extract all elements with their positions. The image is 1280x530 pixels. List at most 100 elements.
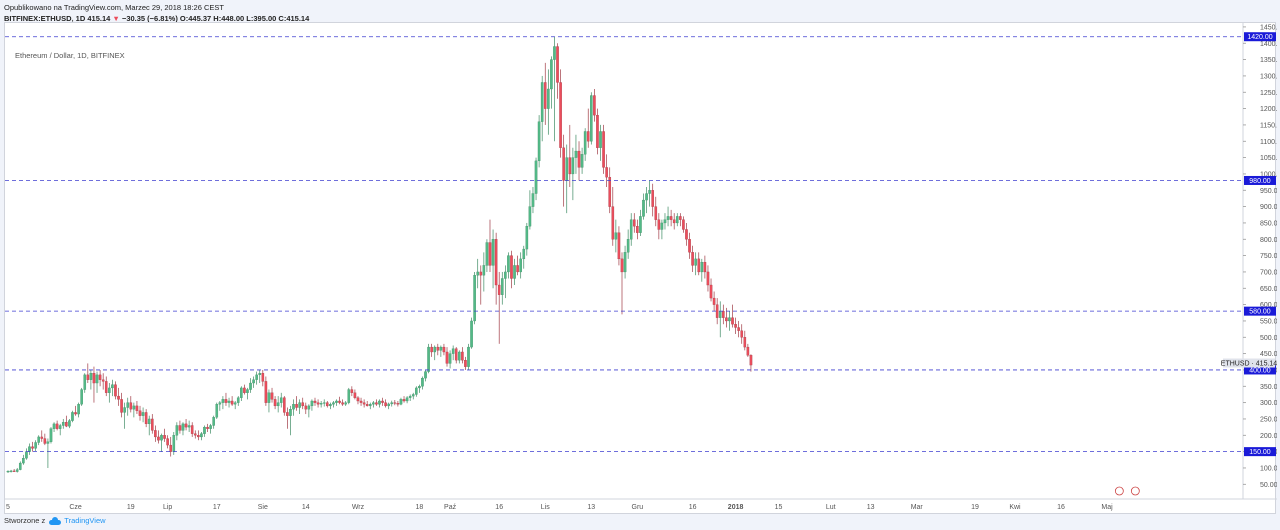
candle-body bbox=[706, 271, 710, 286]
candle-body bbox=[749, 355, 753, 366]
candle-body bbox=[461, 351, 464, 361]
candle-body bbox=[663, 219, 667, 224]
close-value: 415.14 bbox=[286, 14, 310, 23]
cloud-icon bbox=[49, 516, 62, 525]
candle-body bbox=[500, 278, 504, 295]
candle-body bbox=[154, 430, 157, 438]
candle-body bbox=[347, 389, 351, 403]
candle-body bbox=[233, 402, 237, 405]
y-tick-label: 300.00 bbox=[1260, 400, 1277, 407]
candle-body bbox=[83, 374, 87, 390]
candle-body bbox=[568, 157, 572, 175]
candle-body bbox=[639, 216, 642, 233]
y-tick-label: 1300.00 bbox=[1260, 73, 1277, 80]
candle-body bbox=[372, 402, 375, 405]
candle-body bbox=[181, 423, 185, 431]
candle-body bbox=[65, 422, 68, 427]
level-price-badge bbox=[1244, 365, 1276, 375]
candle-body bbox=[623, 252, 627, 273]
candle-body bbox=[25, 451, 28, 459]
candle-body bbox=[255, 374, 258, 380]
us-flag-icon bbox=[1114, 486, 1124, 496]
candle-body bbox=[111, 384, 114, 389]
candle-body bbox=[101, 379, 105, 382]
candlestick-chart[interactable]: 50.00 100.00 150.00 200.00 250.00 300.00 350.0… bbox=[5, 23, 1277, 515]
candle-body bbox=[497, 284, 501, 295]
candle-body bbox=[55, 423, 59, 429]
candle-body bbox=[270, 392, 274, 400]
close-label: C: bbox=[278, 14, 287, 23]
y-tick-label: 950.00 bbox=[1260, 188, 1277, 195]
published-line: Opublikowano na TradingView.com, Marzec … bbox=[4, 3, 224, 12]
y-tick-label: 1400.00 bbox=[1260, 41, 1277, 48]
candle-body bbox=[9, 470, 13, 472]
candle-body bbox=[590, 95, 593, 142]
x-tick-label: Cze bbox=[69, 504, 82, 511]
candle-body bbox=[230, 400, 234, 405]
candle-body bbox=[150, 418, 154, 431]
candle-body bbox=[547, 88, 550, 109]
y-tick-label: 750.00 bbox=[1260, 253, 1277, 260]
candle-body bbox=[583, 131, 587, 155]
candle-body bbox=[651, 190, 654, 207]
candle-body bbox=[636, 226, 639, 233]
candle-body bbox=[89, 373, 93, 380]
candle-body bbox=[491, 239, 495, 266]
candle-body bbox=[307, 405, 311, 410]
candle-body bbox=[688, 239, 691, 253]
chart-frame[interactable]: 50.00 100.00 150.00 200.00 250.00 300.00 350.0… bbox=[4, 22, 1277, 515]
candle-body bbox=[596, 114, 599, 148]
candle-body bbox=[427, 346, 430, 372]
candle-body bbox=[559, 82, 562, 148]
candle-body bbox=[138, 410, 142, 416]
candle-body bbox=[319, 403, 323, 405]
candle-body bbox=[522, 248, 526, 260]
level-price-badge bbox=[1244, 306, 1276, 316]
candle-body bbox=[227, 400, 231, 403]
candle-body bbox=[335, 400, 338, 403]
candle-body bbox=[95, 374, 99, 384]
candle-body bbox=[482, 265, 486, 276]
candle-body bbox=[457, 351, 461, 361]
candle-body bbox=[40, 436, 44, 439]
open-value: 445.37 bbox=[188, 14, 212, 23]
candle-body bbox=[114, 384, 117, 397]
candle-body bbox=[694, 258, 697, 266]
candle-body bbox=[197, 435, 200, 438]
candle-body bbox=[470, 320, 473, 348]
candle-body bbox=[166, 438, 169, 446]
candle-body bbox=[728, 317, 731, 322]
candle-body bbox=[396, 403, 400, 405]
candle-body bbox=[740, 330, 744, 338]
candle-body bbox=[243, 387, 246, 393]
candle-body bbox=[602, 131, 605, 168]
chart-header: Opublikowano na TradingView.com, Marzec … bbox=[4, 2, 1004, 24]
candle-body bbox=[454, 348, 458, 361]
level-price-label: 150.00 bbox=[1249, 449, 1271, 456]
candle-body bbox=[725, 317, 728, 322]
candle-body bbox=[479, 271, 483, 276]
y-tick-label: 350.00 bbox=[1260, 384, 1277, 391]
candle-body bbox=[709, 284, 713, 299]
candle-body bbox=[282, 397, 286, 413]
tradingview-logo[interactable]: TradingView bbox=[49, 516, 106, 525]
candle-body bbox=[240, 387, 243, 398]
candle-body bbox=[313, 400, 317, 403]
candle-body bbox=[77, 404, 80, 415]
candle-body bbox=[436, 346, 440, 351]
candle-body bbox=[129, 402, 133, 410]
candle-body bbox=[316, 402, 320, 405]
candle-body bbox=[565, 157, 569, 181]
candle-body bbox=[620, 258, 624, 273]
candle-body bbox=[261, 373, 265, 382]
chart-title: Ethereum / Dollar, 1D, BITFINEX bbox=[15, 51, 125, 60]
y-tick-label: 1350.00 bbox=[1260, 57, 1277, 64]
candle-body bbox=[356, 397, 360, 402]
candle-body bbox=[586, 131, 590, 142]
candle-body bbox=[424, 371, 427, 379]
candle-body bbox=[387, 403, 390, 407]
candle-body bbox=[430, 346, 433, 353]
candle-body bbox=[86, 374, 90, 380]
candle-body bbox=[144, 412, 148, 425]
candle-body bbox=[344, 402, 347, 405]
